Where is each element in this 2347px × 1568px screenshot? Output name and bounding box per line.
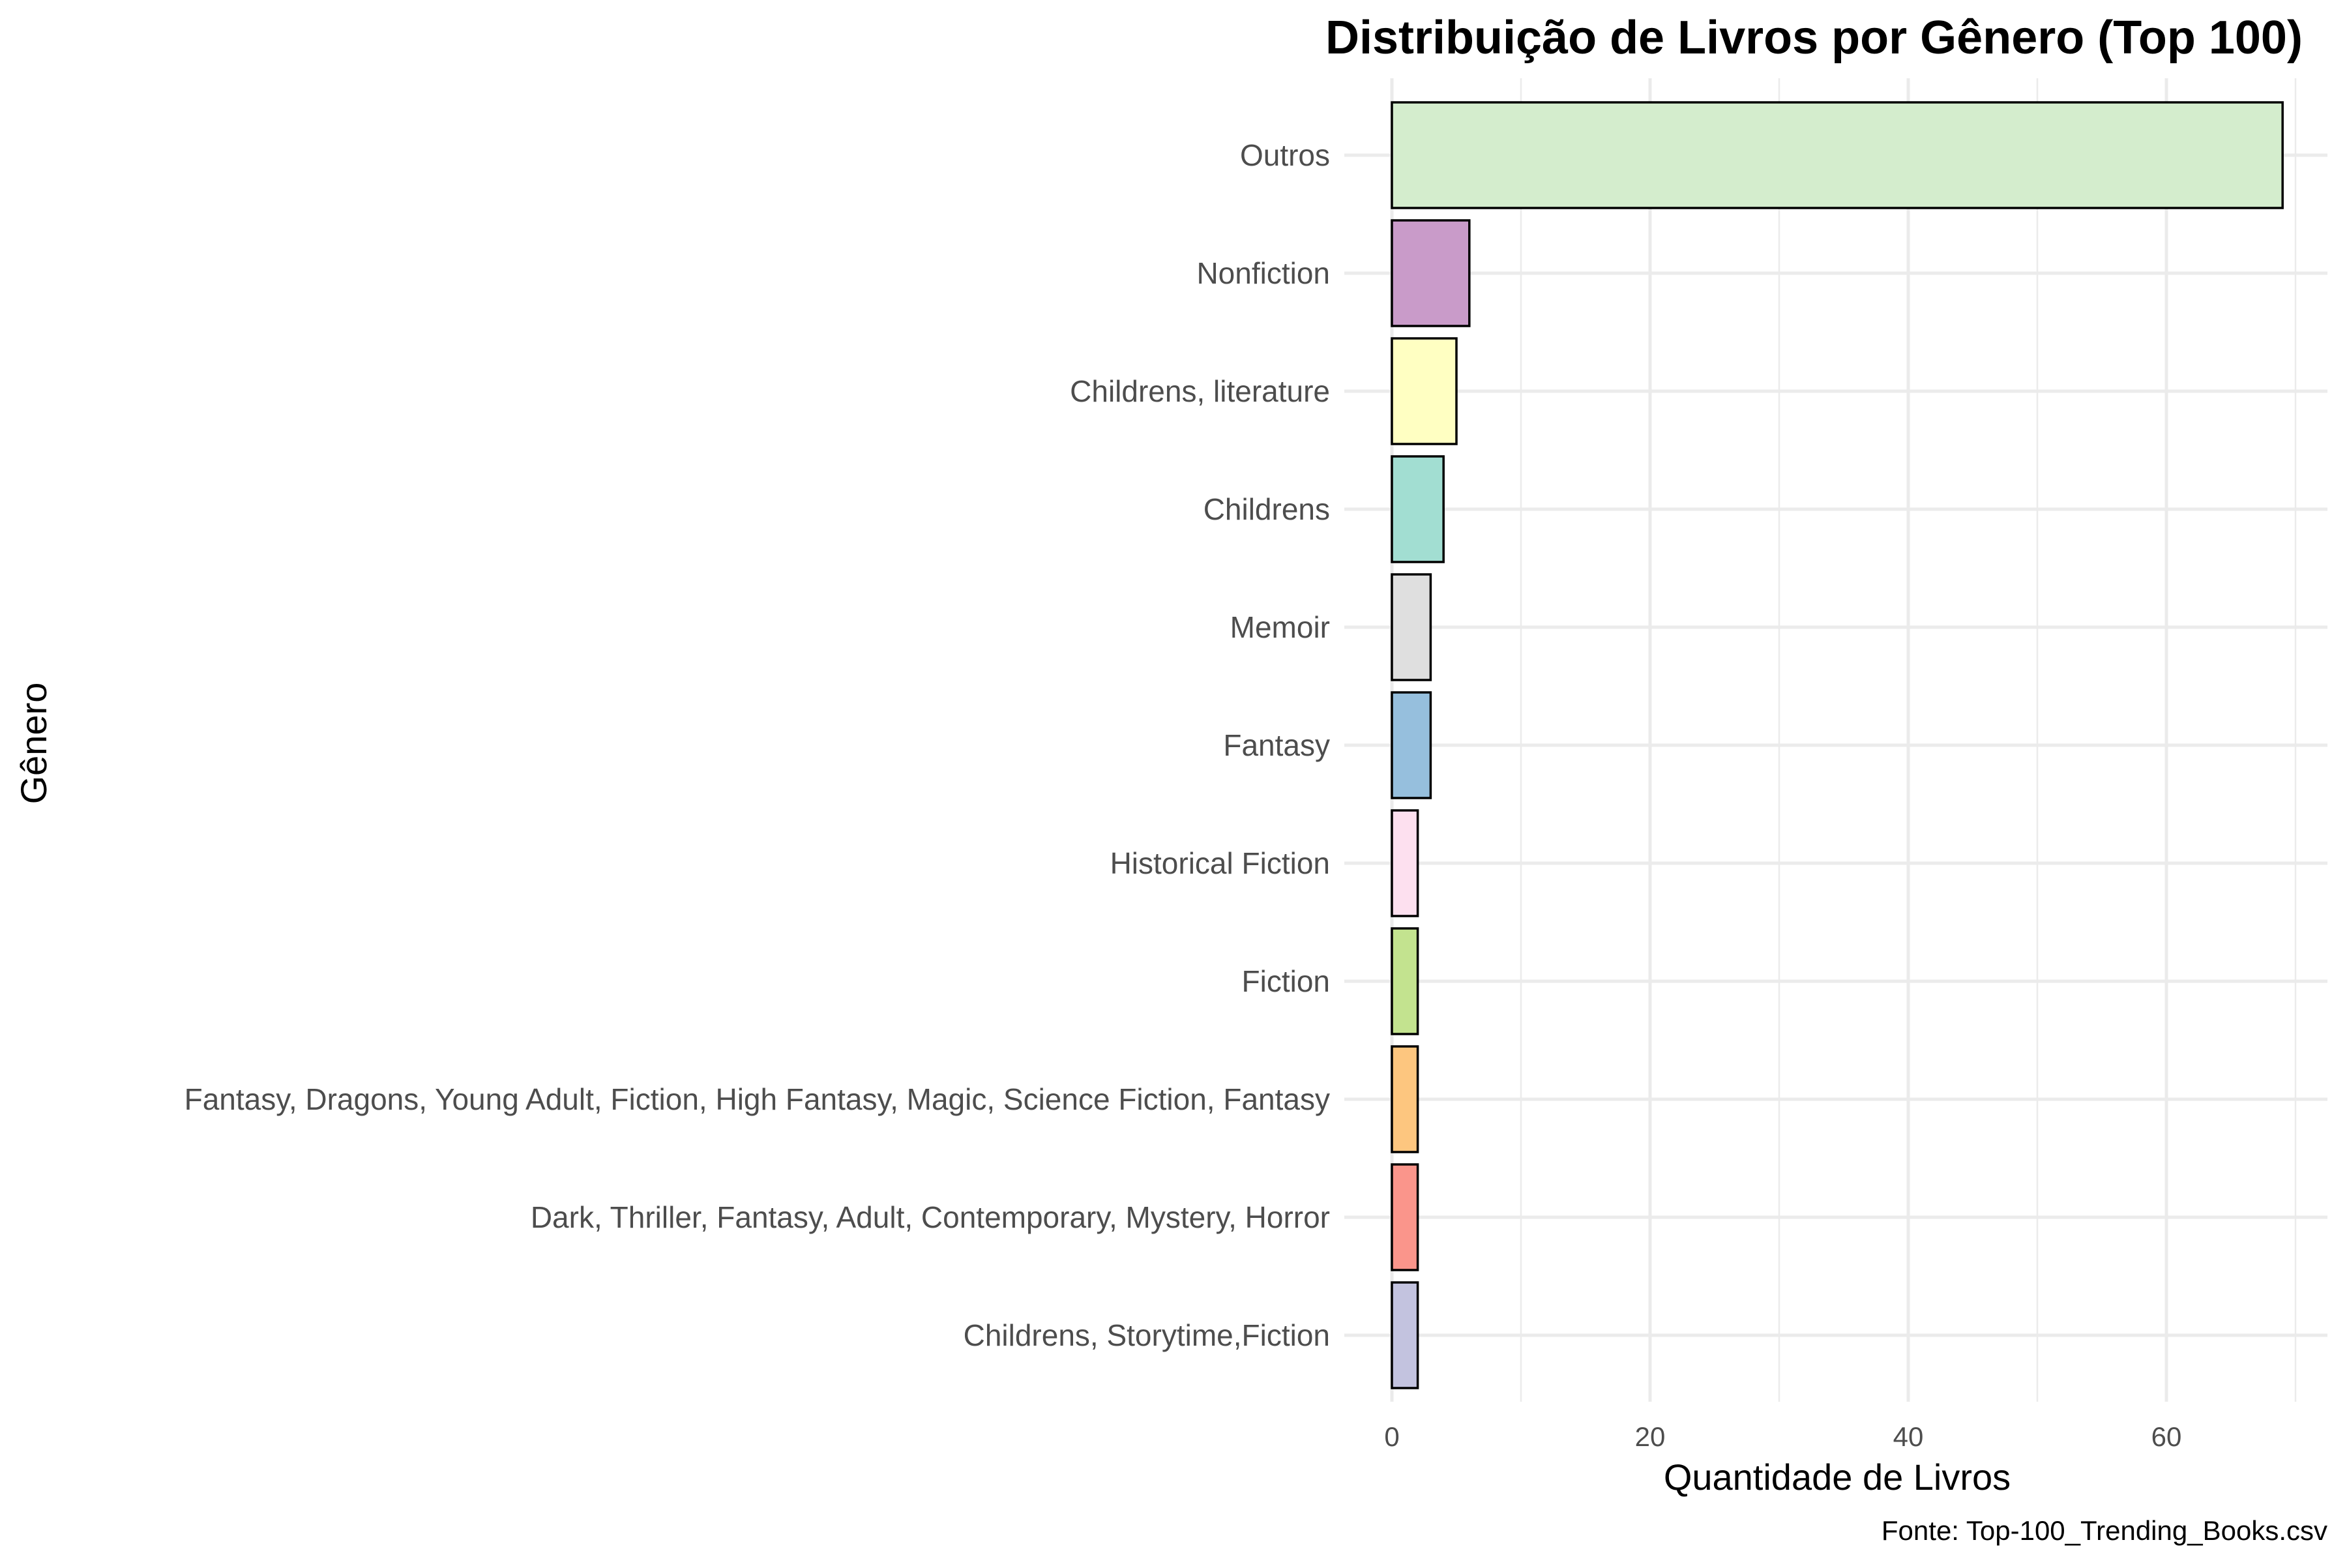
category-label: Memoir [1230,610,1330,644]
category-label: Fantasy [1223,728,1330,762]
category-label: Outros [1240,138,1330,172]
chart-title: Distribuição de Livros por Gênero (Top 1… [1325,12,2303,64]
bar [1391,691,1432,799]
bar [1391,1045,1419,1153]
category-label: Childrens, Storytime,Fiction [964,1318,1330,1352]
category-label: Fantasy, Dragons, Young Adult, Fiction, … [185,1082,1330,1116]
x-tick-label: 40 [1893,1421,1924,1452]
bar [1391,1163,1419,1271]
bar [1391,337,1458,445]
grid [1344,78,2327,1402]
bar [1391,1281,1419,1389]
bar [1391,455,1445,563]
category-label: Nonfiction [1196,256,1330,290]
bar [1391,219,1471,327]
category-label: Fiction [1242,964,1330,998]
caption: Fonte: Top-100_Trending_Books.csv [1882,1515,2327,1546]
x-tick-label: 20 [1635,1421,1666,1452]
x-tick-label: 60 [2151,1421,2182,1452]
bars [1391,101,2284,1389]
category-label: Childrens, literature [1070,374,1330,408]
x-tick-labels: 0 20 40 60 [1384,1421,2181,1452]
y-axis-title: Gênero [13,683,54,805]
bar [1391,809,1419,917]
bar [1391,101,2284,209]
category-label: Dark, Thriller, Fantasy, Adult, Contempo… [531,1200,1330,1234]
category-label: Historical Fiction [1110,846,1330,880]
bar [1391,573,1432,681]
category-labels: Outros Nonfiction Childrens, literature Chi… [185,138,1330,1352]
bar [1391,927,1419,1035]
x-tick-label: 0 [1384,1421,1399,1452]
x-axis-title: Quantidade de Livros [1664,1457,2011,1498]
category-label: Childrens [1203,492,1330,526]
